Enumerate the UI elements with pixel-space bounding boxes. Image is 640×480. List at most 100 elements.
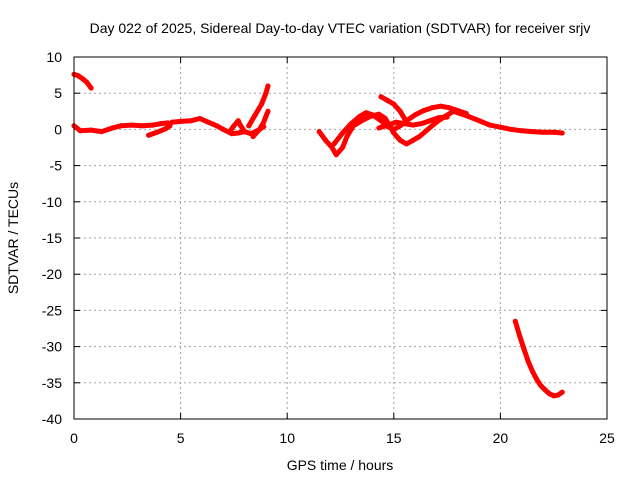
data-point	[416, 134, 422, 140]
data-point	[363, 110, 369, 116]
data-point	[263, 113, 269, 119]
data-point	[555, 392, 561, 398]
data-point	[259, 101, 265, 107]
x-tick-label: 25	[599, 430, 615, 446]
x-tick-label: 20	[493, 430, 509, 446]
data-point	[235, 118, 241, 124]
data-point	[205, 119, 211, 125]
data-point	[109, 125, 115, 131]
data-point	[425, 126, 431, 132]
data-point	[391, 130, 397, 136]
data-point	[150, 122, 156, 128]
y-tick-label: -25	[42, 302, 62, 318]
data-point	[463, 111, 469, 116]
data-point	[559, 389, 565, 395]
data-point	[197, 116, 203, 121]
data-point	[220, 126, 226, 132]
data-point	[257, 126, 262, 132]
data-point	[444, 114, 450, 120]
data-point	[178, 118, 184, 124]
chart-title: Day 022 of 2025, Sidereal Day-to-day VTE…	[90, 20, 591, 36]
data-point	[75, 73, 81, 79]
data-point	[391, 101, 397, 107]
data-point	[397, 108, 403, 114]
data-point	[250, 134, 256, 140]
data-point	[84, 79, 90, 85]
y-tick-label: 10	[46, 49, 62, 65]
data-point	[519, 128, 525, 134]
data-point	[188, 118, 194, 124]
data-point	[521, 346, 527, 352]
data-point	[348, 121, 354, 127]
data-point	[214, 123, 220, 129]
data-point	[139, 123, 145, 129]
data-point	[316, 129, 322, 135]
data-point	[384, 122, 390, 128]
data-point	[551, 393, 557, 399]
data-point	[540, 129, 546, 135]
y-tick-label: -35	[42, 375, 62, 391]
data-point	[546, 391, 552, 397]
data-point	[410, 137, 416, 143]
data-point	[534, 376, 540, 382]
data-point	[402, 116, 407, 121]
data-point	[158, 121, 164, 127]
data-point	[231, 123, 237, 129]
y-tick-label: -10	[42, 194, 62, 210]
data-point	[227, 129, 233, 135]
data-point	[487, 122, 493, 128]
plot-area-border	[73, 56, 608, 420]
x-tick-label: 0	[70, 430, 78, 446]
data-point	[542, 387, 548, 393]
x-tick-label: 10	[279, 430, 295, 446]
data-point	[344, 134, 350, 140]
data-point	[512, 318, 518, 324]
data-point	[436, 115, 442, 121]
data-point	[340, 145, 346, 150]
data-point	[384, 97, 390, 103]
y-tick-label: 5	[54, 85, 62, 101]
data-point	[261, 119, 267, 125]
data-point	[340, 130, 346, 136]
data-point	[476, 118, 482, 124]
data-point	[529, 368, 535, 374]
data-point	[376, 125, 382, 131]
data-point	[252, 112, 258, 118]
data-point	[370, 112, 375, 118]
data-point	[410, 122, 416, 128]
data-point	[323, 137, 329, 143]
data-point	[412, 112, 418, 118]
grid	[74, 57, 607, 419]
data-point	[397, 137, 403, 143]
data-point	[242, 129, 248, 135]
data-point	[88, 127, 94, 133]
data-point	[525, 358, 531, 364]
data-point	[246, 123, 252, 129]
y-tick-label: 0	[54, 121, 62, 137]
data-point	[429, 105, 435, 111]
y-tick-label: -15	[42, 230, 62, 246]
data-point	[237, 122, 243, 128]
data-point	[438, 103, 444, 109]
data-point	[559, 130, 565, 136]
data-point	[331, 141, 337, 147]
data-point	[265, 108, 271, 114]
x-tick-label: 15	[386, 430, 402, 446]
data-point	[455, 108, 461, 114]
data-point	[77, 128, 83, 134]
data-point	[357, 113, 363, 119]
data-point	[88, 85, 94, 91]
data-point	[163, 126, 169, 132]
data-point	[446, 105, 452, 111]
data-series	[71, 71, 565, 399]
data-point	[421, 108, 427, 114]
data-point	[99, 129, 105, 135]
data-point	[529, 129, 535, 135]
series-segment	[146, 123, 173, 138]
y-tick-label: -40	[42, 411, 62, 427]
y-tick-label: -20	[42, 266, 62, 282]
data-point	[169, 119, 175, 125]
data-point	[497, 124, 503, 130]
x-axis-label: GPS time / hours	[287, 457, 394, 473]
